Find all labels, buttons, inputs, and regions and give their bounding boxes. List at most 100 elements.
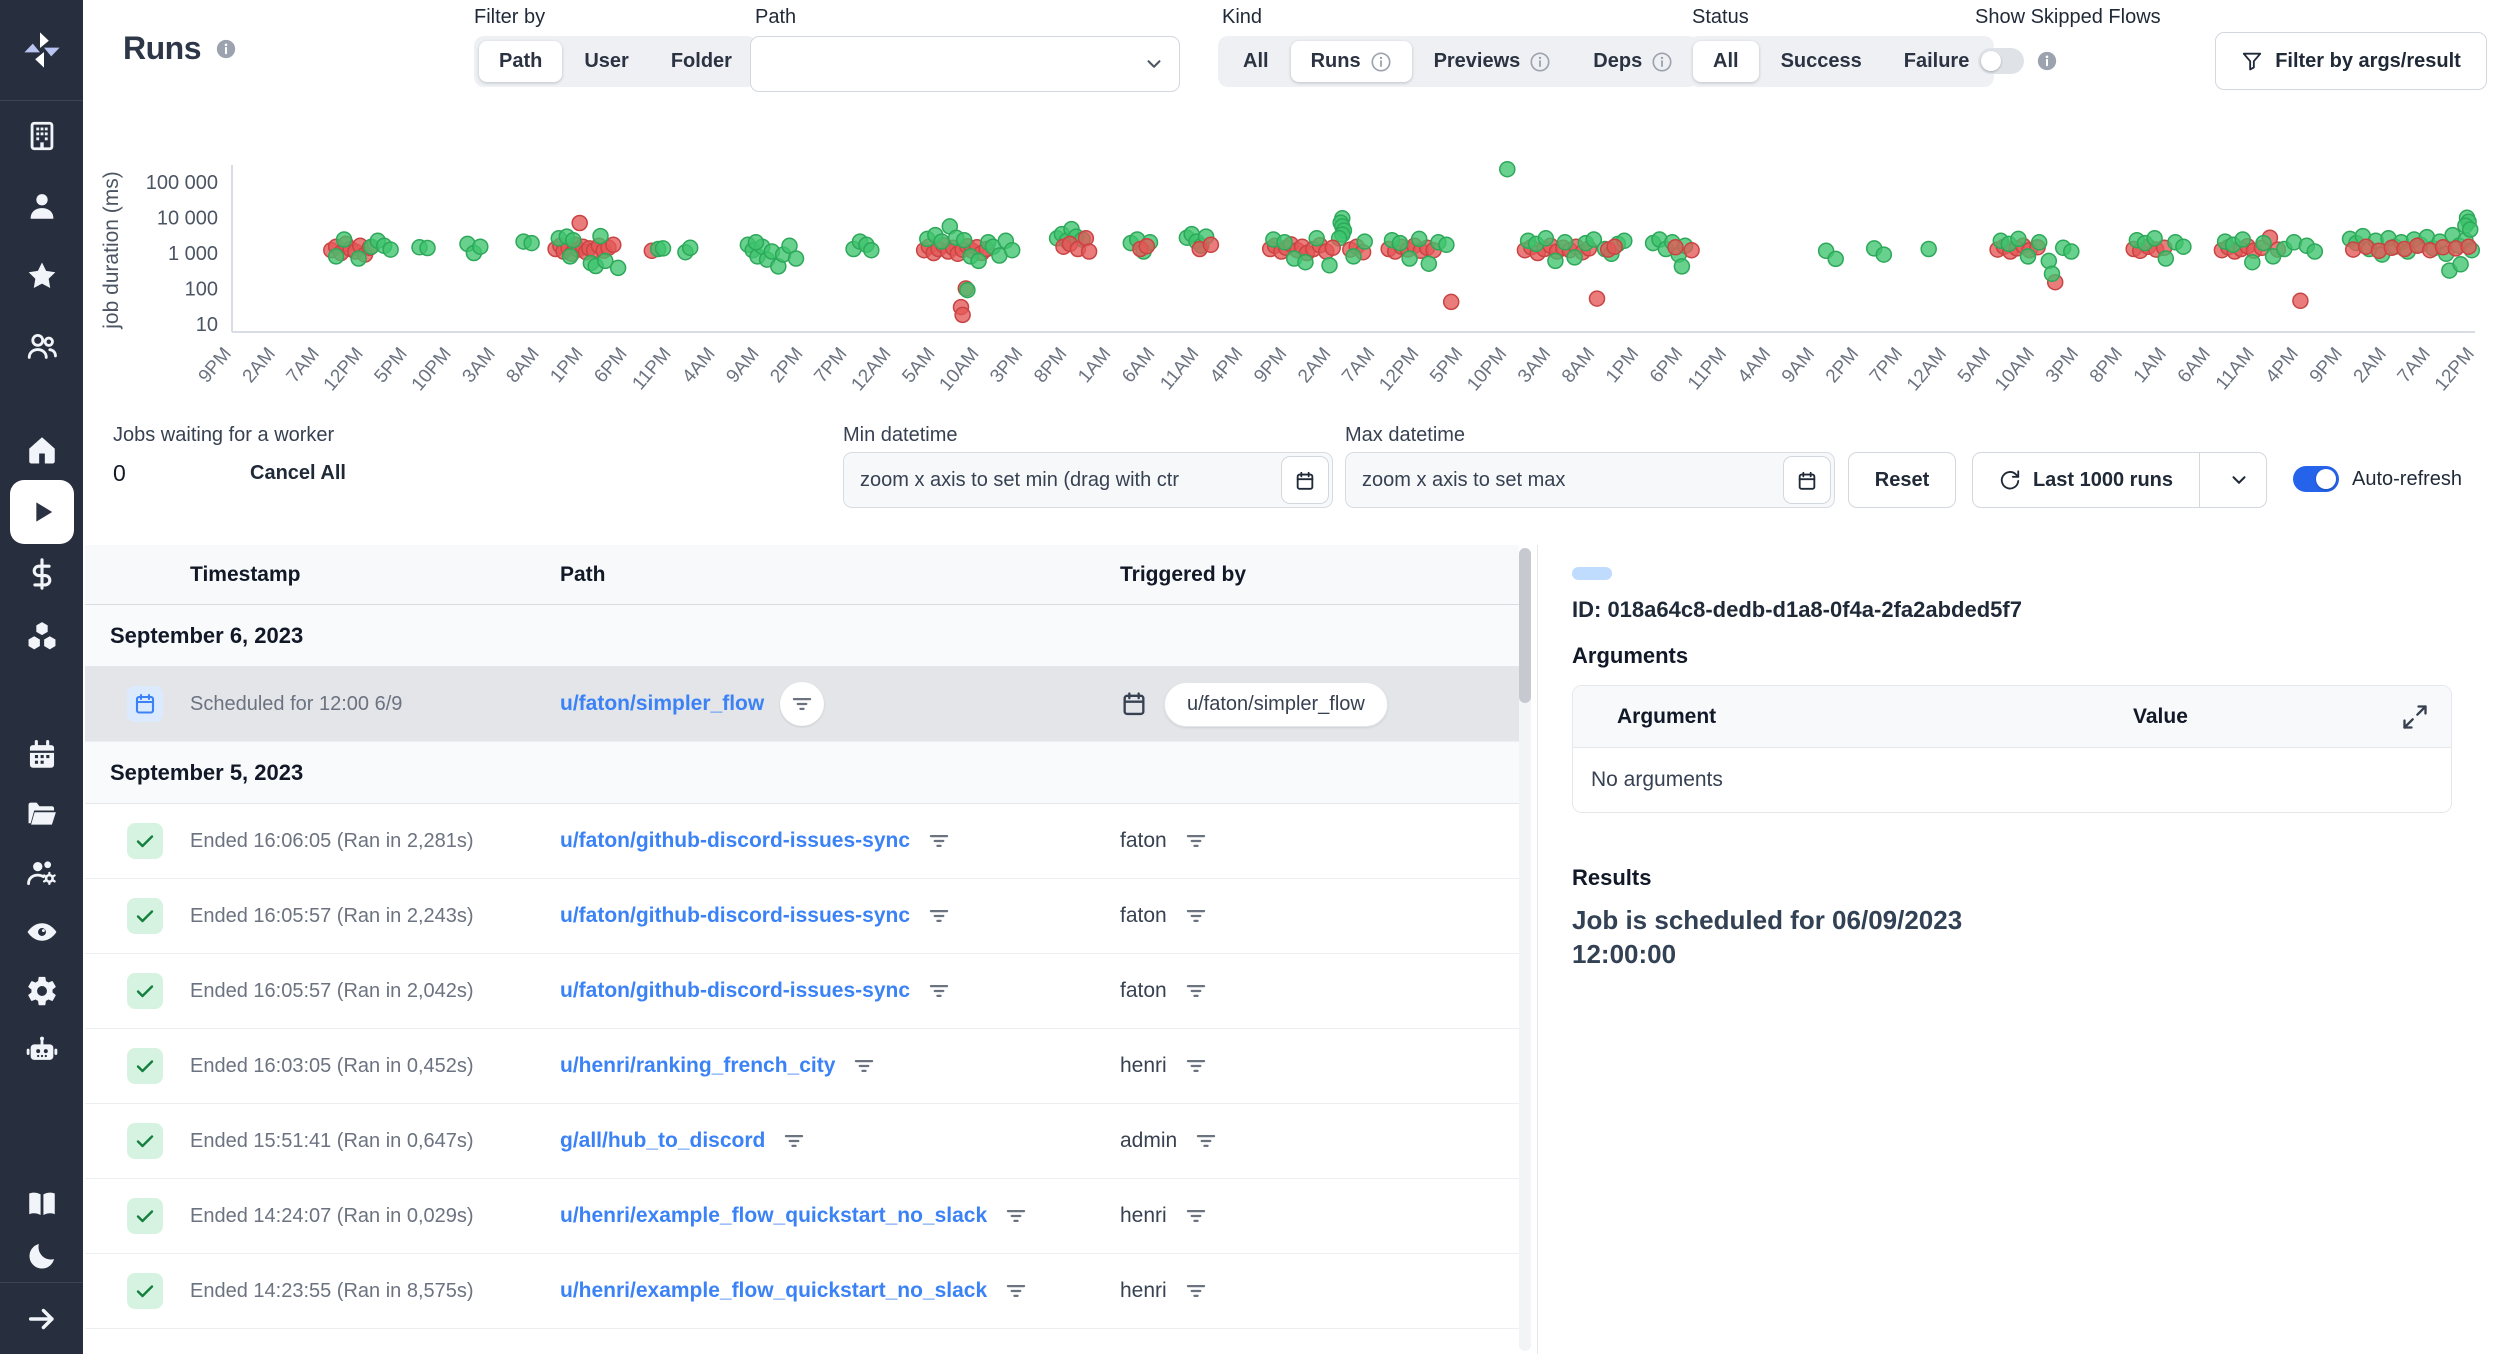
run-path-link[interactable]: u/faton/simpler_flow [560, 692, 765, 715]
table-row[interactable]: Ended 14:24:07 (Ran in 0,029s) u/henri/ex… [85, 1179, 1519, 1254]
filter-by-path-icon[interactable] [1003, 1203, 1029, 1229]
sidebar-item-resources[interactable] [0, 605, 83, 667]
min-datetime-input[interactable] [843, 452, 1333, 508]
run-path-link[interactable]: u/henri/example_flow_quickstart_no_slack [560, 1204, 988, 1227]
sidebar-item-groups[interactable] [0, 311, 83, 381]
kind-option-all[interactable]: All [1243, 50, 1269, 72]
schedule-pill[interactable]: u/faton/simpler_flow [1164, 681, 1388, 727]
reset-button[interactable]: Reset [1848, 452, 1956, 508]
svg-text:job duration (ms): job duration (ms) [100, 171, 123, 330]
filter-by-path-icon[interactable] [781, 1128, 807, 1154]
column-header-triggered-by[interactable]: Triggered by [1120, 562, 1247, 586]
sidebar-item-workers[interactable] [0, 1020, 83, 1079]
runs-duration-chart[interactable]: job duration (ms) 10 100 1 000 10 000 100 000… [0, 140, 2500, 415]
run-path-link[interactable]: u/henri/example_flow_quickstart_no_slack [560, 1279, 988, 1302]
auto-refresh-toggle[interactable] [2293, 466, 2339, 492]
kind-option-previews[interactable]: Previews [1414, 41, 1572, 82]
sidebar-item-schedules[interactable] [0, 725, 83, 784]
table-row[interactable]: Ended 16:03:05 (Ran in 0,452s) u/henri/ra… [85, 1029, 1519, 1104]
filter-by-user-icon[interactable] [1183, 1053, 1209, 1079]
svg-text:12AM: 12AM [1903, 344, 1951, 396]
sidebar-item-expand[interactable] [0, 1288, 83, 1350]
svg-text:8AM: 8AM [503, 344, 544, 387]
filter-by-option-folder[interactable]: Folder [670, 50, 732, 72]
filter-by-path-icon[interactable] [851, 1053, 877, 1079]
svg-text:3AM: 3AM [459, 344, 500, 387]
filter-by-option-path[interactable]: Path [479, 41, 563, 82]
sidebar-item-folders[interactable] [0, 784, 83, 843]
filter-by-user-icon[interactable] [1183, 978, 1209, 1004]
run-path-link[interactable]: u/faton/github-discord-issues-sync [560, 904, 911, 927]
column-header-timestamp[interactable]: Timestamp [190, 562, 301, 586]
filter-by-option-user[interactable]: User [584, 50, 629, 72]
filter-by-path-button[interactable] [780, 682, 825, 726]
sidebar-item-workers-groups[interactable] [0, 843, 83, 902]
table-scrollbar[interactable] [1519, 548, 1531, 1351]
kind-option-runs[interactable]: Runs [1290, 41, 1412, 82]
sidebar-item-user[interactable] [0, 171, 83, 241]
info-icon[interactable] [215, 38, 237, 60]
windmill-logo[interactable] [0, 0, 83, 100]
show-skipped-toggle[interactable] [1978, 48, 2024, 74]
filter-by-path-icon[interactable] [926, 978, 952, 1004]
status-option-success[interactable]: Success [1780, 50, 1862, 72]
table-row[interactable]: Ended 14:23:55 (Ran in 8,575s) u/henri/ex… [85, 1254, 1519, 1329]
run-timestamp: Ended 16:06:05 (Ran in 2,281s) [190, 829, 474, 852]
filter-by-user-icon[interactable] [1183, 1278, 1209, 1304]
sidebar-item-favorites[interactable] [0, 241, 83, 311]
svg-text:9PM: 9PM [2306, 344, 2347, 387]
run-path-link[interactable]: u/faton/github-discord-issues-sync [560, 829, 911, 852]
filter-by-user-icon[interactable] [1183, 828, 1209, 854]
svg-text:6PM: 6PM [1646, 344, 1687, 387]
info-icon[interactable] [2036, 50, 2058, 72]
users-cog-icon [23, 854, 61, 892]
status-option-failure[interactable]: Failure [1903, 50, 1970, 72]
calendar-button[interactable] [1281, 456, 1329, 504]
page-title: Runs [123, 30, 237, 67]
filter-by-user-icon[interactable] [1193, 1128, 1219, 1154]
run-timestamp: Ended 16:03:05 (Ran in 0,452s) [190, 1054, 474, 1077]
filter-by-user-icon[interactable] [1183, 903, 1209, 929]
filter-by-label: Filter by [474, 6, 546, 28]
sidebar-item-workspace[interactable] [0, 101, 83, 171]
run-path-link[interactable]: u/faton/github-discord-issues-sync [560, 979, 911, 1002]
runs-count-dropdown[interactable] [2212, 453, 2266, 507]
sidebar-item-theme[interactable] [0, 1230, 83, 1282]
run-path-link[interactable]: g/all/hub_to_discord [560, 1129, 766, 1152]
sidebar-item-variables[interactable] [0, 543, 83, 605]
path-select[interactable] [750, 36, 1180, 92]
sidebar-item-audit-logs[interactable] [0, 902, 83, 961]
filter-args-button[interactable]: Filter by args/result [2215, 32, 2487, 90]
table-row[interactable]: Ended 16:05:57 (Ran in 2,243s) u/faton/gi… [85, 879, 1519, 954]
success-check-icon [127, 1048, 163, 1084]
filter-by-path-icon[interactable] [926, 828, 952, 854]
sidebar-item-docs[interactable] [0, 1178, 83, 1230]
runs-table-body: September 6, 2023 Scheduled for 12:00 6/9… [85, 605, 1519, 1329]
table-row[interactable]: Ended 15:51:41 (Ran in 0,647s) g/all/hub_… [85, 1104, 1519, 1179]
svg-text:10AM: 10AM [1991, 344, 2039, 396]
refresh-runs-button[interactable]: Last 1000 runs [1973, 453, 2200, 507]
sidebar-item-settings[interactable] [0, 961, 83, 1020]
sidebar-item-home[interactable] [0, 419, 83, 481]
filter-by-user-icon[interactable] [1183, 1203, 1209, 1229]
kind-option-deps[interactable]: Deps [1573, 41, 1693, 82]
filter-by-path-icon[interactable] [926, 903, 952, 929]
svg-text:10AM: 10AM [936, 344, 984, 396]
cancel-all-button[interactable]: Cancel All [250, 462, 346, 484]
scrollbar-thumb[interactable] [1519, 548, 1531, 703]
sidebar-item-runs[interactable] [0, 480, 83, 544]
run-path-link[interactable]: u/henri/ranking_french_city [560, 1054, 836, 1077]
expand-icon[interactable] [2401, 703, 2429, 731]
calendar-button[interactable] [1783, 456, 1831, 504]
table-row[interactable]: Scheduled for 12:00 6/9 u/faton/simpler_f… [85, 667, 1519, 742]
filter-by-path-icon[interactable] [1003, 1278, 1029, 1304]
max-datetime-input[interactable] [1345, 452, 1835, 508]
svg-text:1 000: 1 000 [168, 243, 218, 265]
svg-text:3AM: 3AM [1514, 344, 1555, 387]
column-header-path[interactable]: Path [560, 562, 606, 586]
table-row[interactable]: Ended 16:05:57 (Ran in 2,042s) u/faton/gi… [85, 954, 1519, 1029]
table-row[interactable]: Ended 16:06:05 (Ran in 2,281s) u/faton/gi… [85, 804, 1519, 879]
status-option-all[interactable]: All [1693, 41, 1759, 82]
kind-label: Kind [1222, 6, 1263, 28]
status-badge [1572, 567, 1612, 580]
